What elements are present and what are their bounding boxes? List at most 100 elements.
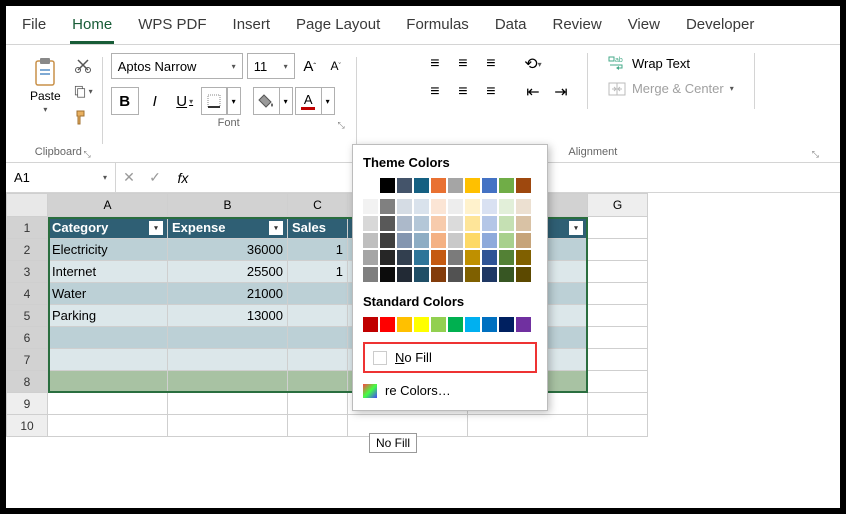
color-swatch[interactable] bbox=[431, 267, 446, 282]
font-size-select[interactable]: 11▾ bbox=[247, 53, 295, 79]
tab-page-layout[interactable]: Page Layout bbox=[294, 12, 382, 44]
color-swatch[interactable] bbox=[397, 178, 412, 193]
font-color-button[interactable]: A▾ bbox=[295, 87, 335, 115]
color-swatch[interactable] bbox=[499, 216, 514, 231]
cell[interactable] bbox=[288, 283, 348, 305]
color-swatch[interactable] bbox=[499, 267, 514, 282]
cell[interactable] bbox=[168, 349, 288, 371]
cell[interactable]: Water bbox=[48, 283, 168, 305]
color-swatch[interactable] bbox=[465, 317, 480, 332]
cut-icon[interactable] bbox=[73, 55, 93, 75]
row-header[interactable]: 5 bbox=[6, 305, 48, 327]
format-painter-icon[interactable] bbox=[73, 107, 93, 127]
color-swatch[interactable] bbox=[397, 250, 412, 265]
cell[interactable] bbox=[168, 327, 288, 349]
color-swatch[interactable] bbox=[363, 317, 378, 332]
align-bottom-icon[interactable]: ≡ bbox=[479, 53, 503, 75]
cell[interactable] bbox=[288, 415, 348, 437]
decrease-indent-icon[interactable]: ⇤ bbox=[521, 81, 545, 103]
row-header[interactable]: 2 bbox=[6, 239, 48, 261]
cell[interactable] bbox=[288, 305, 348, 327]
color-swatch[interactable] bbox=[380, 267, 395, 282]
cell[interactable] bbox=[468, 415, 588, 437]
col-header[interactable]: B bbox=[168, 193, 288, 217]
row-header[interactable]: 9 bbox=[6, 393, 48, 415]
filter-icon[interactable]: ▾ bbox=[149, 221, 163, 235]
color-swatch[interactable] bbox=[363, 178, 378, 193]
color-swatch[interactable] bbox=[465, 178, 480, 193]
tab-developer[interactable]: Developer bbox=[684, 12, 756, 44]
color-swatch[interactable] bbox=[380, 317, 395, 332]
row-header[interactable]: 3 bbox=[6, 261, 48, 283]
filter-icon[interactable]: ▾ bbox=[269, 221, 283, 235]
cell[interactable] bbox=[288, 327, 348, 349]
cell[interactable] bbox=[48, 349, 168, 371]
cell[interactable] bbox=[288, 371, 348, 393]
cell[interactable] bbox=[48, 393, 168, 415]
color-swatch[interactable] bbox=[414, 233, 429, 248]
color-swatch[interactable] bbox=[448, 250, 463, 265]
table-header[interactable]: Sales bbox=[288, 217, 348, 239]
no-fill-button[interactable]: No Fill bbox=[363, 342, 537, 373]
color-swatch[interactable] bbox=[516, 250, 531, 265]
tab-formulas[interactable]: Formulas bbox=[404, 12, 471, 44]
cell[interactable]: 1 bbox=[288, 239, 348, 261]
color-swatch[interactable] bbox=[465, 216, 480, 231]
color-swatch[interactable] bbox=[516, 267, 531, 282]
tab-data[interactable]: Data bbox=[493, 12, 529, 44]
color-swatch[interactable] bbox=[414, 250, 429, 265]
align-left-icon[interactable]: ≡ bbox=[423, 81, 447, 103]
tab-home[interactable]: Home bbox=[70, 12, 114, 44]
color-swatch[interactable] bbox=[414, 199, 429, 214]
color-swatch[interactable] bbox=[499, 178, 514, 193]
color-swatch[interactable] bbox=[363, 233, 378, 248]
cell[interactable] bbox=[588, 415, 648, 437]
cell[interactable] bbox=[168, 393, 288, 415]
color-swatch[interactable] bbox=[431, 250, 446, 265]
color-swatch[interactable] bbox=[431, 199, 446, 214]
color-swatch[interactable] bbox=[482, 267, 497, 282]
color-swatch[interactable] bbox=[448, 199, 463, 214]
copy-icon[interactable]: ▾ bbox=[73, 81, 93, 101]
color-swatch[interactable] bbox=[380, 250, 395, 265]
color-swatch[interactable] bbox=[397, 233, 412, 248]
color-swatch[interactable] bbox=[516, 216, 531, 231]
color-swatch[interactable] bbox=[448, 233, 463, 248]
tab-file[interactable]: File bbox=[20, 12, 48, 44]
fx-icon[interactable]: fx bbox=[168, 163, 198, 192]
align-right-icon[interactable]: ≡ bbox=[479, 81, 503, 103]
color-swatch[interactable] bbox=[482, 317, 497, 332]
color-swatch[interactable] bbox=[431, 178, 446, 193]
color-swatch[interactable] bbox=[465, 267, 480, 282]
color-swatch[interactable] bbox=[363, 267, 378, 282]
color-swatch[interactable] bbox=[414, 178, 429, 193]
borders-button[interactable]: ▾ bbox=[201, 87, 241, 115]
col-header[interactable]: A bbox=[48, 193, 168, 217]
cell[interactable] bbox=[588, 327, 648, 349]
color-swatch[interactable] bbox=[499, 233, 514, 248]
cell[interactable] bbox=[48, 415, 168, 437]
color-swatch[interactable] bbox=[448, 317, 463, 332]
align-center-icon[interactable]: ≡ bbox=[451, 81, 475, 103]
color-swatch[interactable] bbox=[482, 216, 497, 231]
merge-center-button[interactable]: Merge & Center ▾ bbox=[602, 79, 740, 98]
clipboard-launcher[interactable]: ⤡ bbox=[83, 149, 90, 160]
italic-button[interactable]: I bbox=[141, 87, 169, 115]
alignment-launcher[interactable]: ⤡ bbox=[812, 149, 819, 160]
cell[interactable] bbox=[588, 371, 648, 393]
color-swatch[interactable] bbox=[448, 267, 463, 282]
color-swatch[interactable] bbox=[516, 178, 531, 193]
color-swatch[interactable] bbox=[482, 178, 497, 193]
paste-button[interactable]: Paste ▾ bbox=[24, 53, 67, 118]
color-swatch[interactable] bbox=[482, 250, 497, 265]
cell[interactable] bbox=[168, 415, 288, 437]
tab-review[interactable]: Review bbox=[551, 12, 604, 44]
color-swatch[interactable] bbox=[431, 216, 446, 231]
tab-view[interactable]: View bbox=[626, 12, 662, 44]
color-swatch[interactable] bbox=[380, 199, 395, 214]
cell[interactable]: Internet bbox=[48, 261, 168, 283]
cell[interactable]: 36000 bbox=[168, 239, 288, 261]
color-swatch[interactable] bbox=[431, 317, 446, 332]
color-swatch[interactable] bbox=[431, 233, 446, 248]
tab-wps-pdf[interactable]: WPS PDF bbox=[136, 12, 208, 44]
